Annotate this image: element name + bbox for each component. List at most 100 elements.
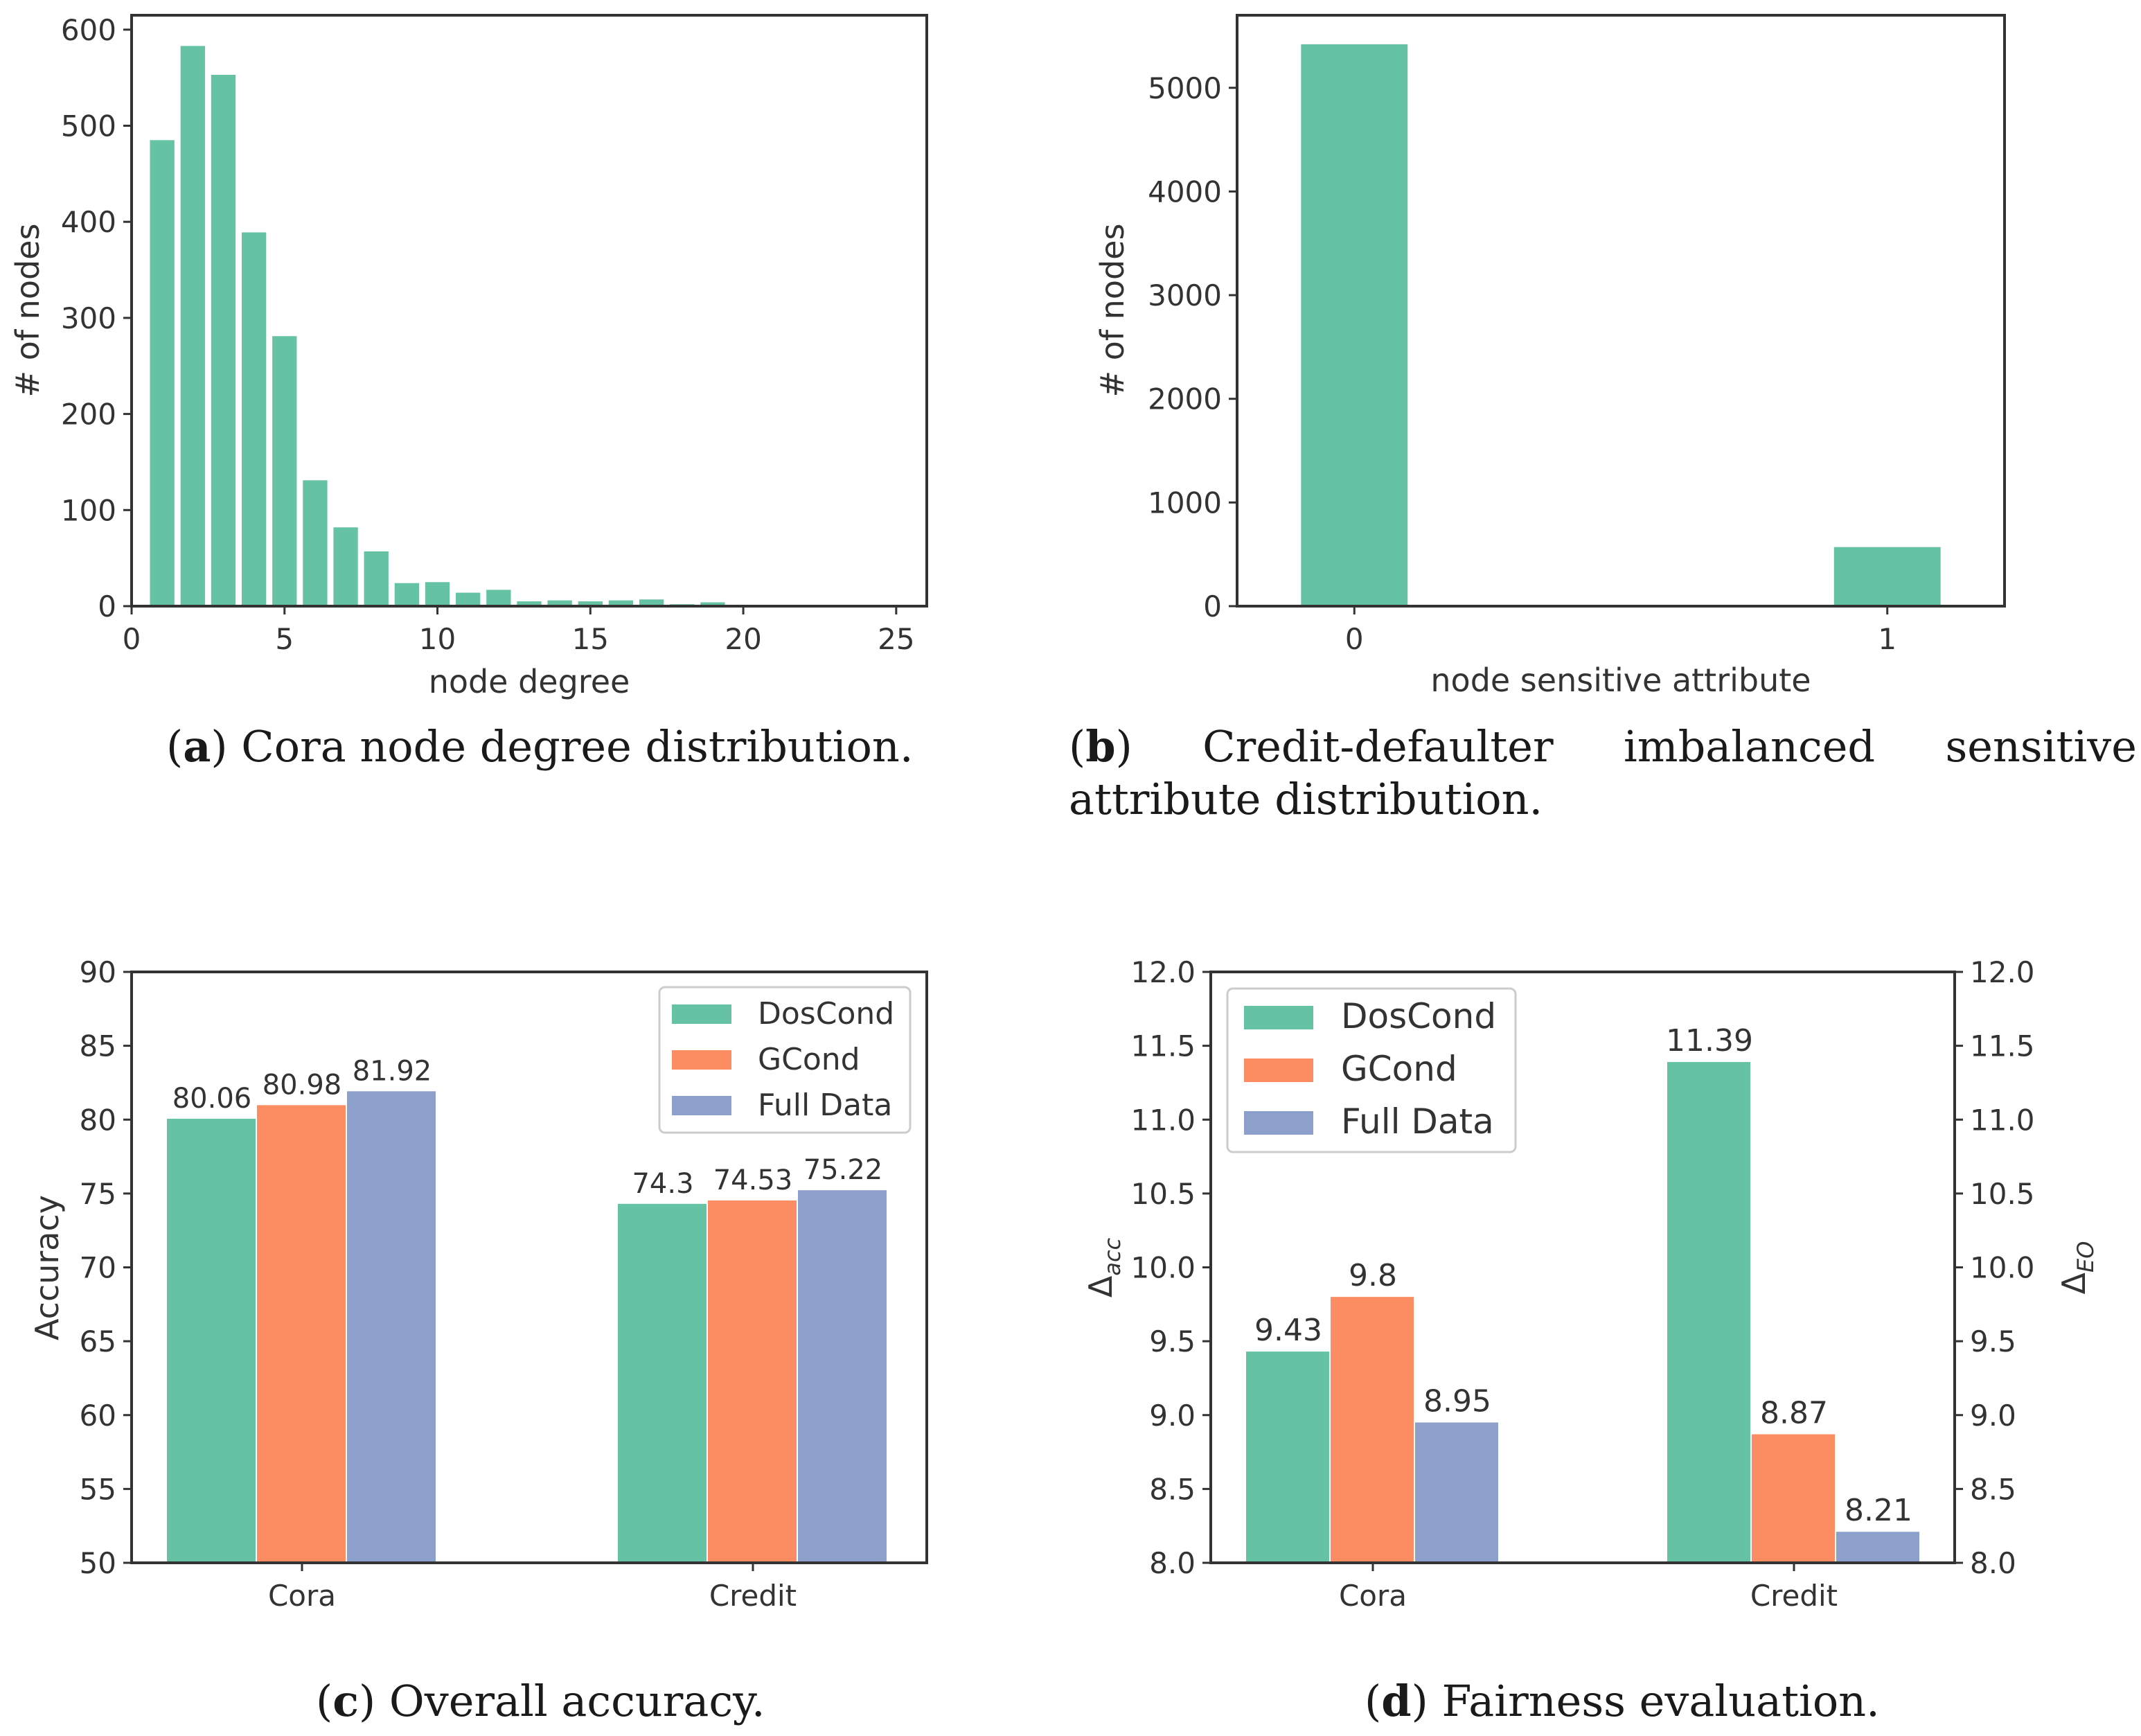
- y-tick-label: 8.0: [1149, 1546, 1196, 1580]
- caption-b-letter: b: [1085, 721, 1116, 772]
- legend-label-doscond: DosCond: [1341, 996, 1496, 1036]
- bar-degree-5: [272, 336, 297, 606]
- chart-d-ylabel2-sub: EO: [2072, 1241, 2099, 1273]
- bar-degree-16: [608, 600, 634, 606]
- y-tick-label: 9.5: [1149, 1325, 1196, 1358]
- caption-a-letter: a: [183, 721, 211, 772]
- caption-b-text: Credit-defaulter imbalanced sensitive at…: [1069, 721, 2137, 824]
- y2-tick-label: 9.0: [1970, 1399, 2016, 1433]
- bar-attr-0: [1301, 44, 1408, 607]
- legend-label-gcond: GCond: [1341, 1049, 1457, 1089]
- y2-tick-label: 8.5: [1970, 1472, 2016, 1506]
- bar-cora-doscond: [1246, 1352, 1329, 1563]
- data-label-credit-fulldata: 75.22: [803, 1154, 883, 1186]
- chart-b-frame: [1236, 14, 2006, 608]
- data-label-credit-doscond: 74.3: [632, 1168, 693, 1200]
- chart-d-ylabel2: ΔEO: [2055, 1241, 2099, 1295]
- y-tick-label: 8.5: [1149, 1472, 1196, 1506]
- legend-swatch-gcond: [672, 1050, 731, 1070]
- y-tick-label: 50: [80, 1546, 116, 1580]
- x-tick-label: 0: [1345, 622, 1364, 656]
- y2-tick-label: 12.0: [1970, 955, 2035, 989]
- chart-d-legend: DosCond GCond Full Data: [1226, 987, 1517, 1153]
- bar-degree-13: [517, 601, 542, 606]
- x-tick-label: 10: [419, 622, 456, 656]
- y-tick-label: 85: [80, 1029, 116, 1063]
- caption-c-letter: c: [332, 1676, 359, 1726]
- y-tick-label: 600: [61, 13, 116, 47]
- bar-credit-fulldata: [798, 1190, 887, 1563]
- y-tick-label: 0: [1203, 590, 1222, 623]
- bar-degree-1: [150, 140, 175, 606]
- y-tick-label: 10.0: [1130, 1251, 1196, 1285]
- y-tick-label: 4000: [1148, 175, 1222, 209]
- caption-d: (d) Fairness evaluation.: [1365, 1676, 1880, 1726]
- caption-c: (c) Overall accuracy.: [316, 1676, 765, 1726]
- caption-d-letter: d: [1381, 1676, 1412, 1726]
- chart-d-ylabel2-base: Δ: [2055, 1272, 2093, 1294]
- chart-accuracy: 80.06 80.98 81.92 74.3 74.53 75.22 50 55 60 65 70…: [28, 955, 928, 1613]
- y-tick-label: 75: [80, 1177, 116, 1211]
- caption-a: (a) Cora node degree distribution.: [166, 721, 914, 772]
- bar-credit-gcond: [1752, 1434, 1835, 1563]
- data-label-credit-doscond: 11.39: [1666, 1023, 1753, 1059]
- chart-a-frame: [130, 14, 928, 608]
- y-tick-label: 1000: [1148, 486, 1222, 520]
- bar-cora-doscond: [167, 1118, 256, 1563]
- bar-cora-fulldata: [347, 1091, 436, 1563]
- x-tick-label: 1: [1878, 622, 1896, 656]
- y-tick-label: 5000: [1148, 71, 1222, 105]
- bar-degree-4: [241, 232, 267, 606]
- y-tick-label: 11.5: [1130, 1029, 1196, 1063]
- data-label-cora-doscond: 80.06: [172, 1083, 252, 1115]
- legend-swatch-fulldata: [672, 1096, 731, 1115]
- caption-b: (b) Credit-defaulter imbalanced sensitiv…: [1069, 721, 2137, 824]
- legend-label-doscond: DosCond: [758, 996, 894, 1031]
- chart-a-ylabel: # of nodes: [9, 224, 46, 398]
- x-tick-label: Credit: [709, 1579, 797, 1613]
- y2-tick-label: 9.5: [1970, 1325, 2016, 1358]
- caption-c-text: Overall accuracy.: [375, 1676, 765, 1726]
- chart-fairness: 9.43 9.8 8.95 11.39 8.87 8.21 8.0 8.0 8.5 8.5 9.0…: [1082, 955, 2099, 1613]
- data-label-cora-doscond: 9.43: [1254, 1313, 1322, 1348]
- bar-credit-doscond: [618, 1203, 707, 1563]
- bar-degree-9: [394, 583, 420, 606]
- chart-d-frame: [1209, 971, 1956, 1564]
- chart-credit-sensitive: 0 1000 2000 3000 4000 5000 0 1 node sensitive …: [1094, 14, 2006, 699]
- bar-degree-19: [700, 602, 725, 606]
- caption-d-text: Fairness evaluation.: [1428, 1676, 1880, 1726]
- data-label-credit-fulldata: 8.21: [1845, 1493, 1912, 1528]
- bar-credit-gcond: [708, 1200, 797, 1563]
- x-tick-label: 5: [275, 622, 294, 656]
- x-tick-label: 0: [123, 622, 141, 656]
- y-tick-label: 55: [80, 1472, 116, 1506]
- caption-a-text: Cora node degree distribution.: [227, 721, 914, 772]
- y-tick-label: 3000: [1148, 278, 1222, 312]
- bar-degree-7: [333, 527, 358, 606]
- y2-tick-label: 10.5: [1970, 1177, 2035, 1211]
- x-tick-label: 15: [572, 622, 609, 656]
- bar-degree-2: [180, 46, 205, 607]
- chart-d-ylabel-sub: acc: [1099, 1237, 1126, 1275]
- x-tick-label: 25: [878, 622, 914, 656]
- y-tick-label: 400: [61, 205, 116, 239]
- y-tick-label: 65: [80, 1325, 116, 1358]
- y-tick-label: 0: [98, 590, 116, 623]
- bar-degree-15: [578, 601, 603, 606]
- bar-degree-3: [211, 74, 236, 607]
- chart-d-ylabel-base: Δ: [1082, 1275, 1119, 1297]
- data-label-cora-gcond: 9.8: [1349, 1258, 1397, 1293]
- chart-d-ylabel: Δacc: [1082, 1237, 1126, 1297]
- legend-swatch-doscond: [1244, 1006, 1313, 1029]
- y2-tick-label: 10.0: [1970, 1251, 2035, 1285]
- bar-degree-10: [425, 582, 450, 606]
- y-tick-label: 300: [61, 301, 116, 335]
- y-tick-label: 60: [80, 1399, 116, 1433]
- bar-attr-1: [1833, 547, 1941, 606]
- legend-swatch-fulldata: [1244, 1111, 1313, 1135]
- data-label-credit-gcond: 74.53: [713, 1164, 793, 1196]
- legend-label-fulldata: Full Data: [1341, 1101, 1494, 1142]
- bar-degree-14: [547, 600, 572, 606]
- bar-degree-11: [456, 592, 481, 606]
- bar-degree-8: [364, 551, 389, 606]
